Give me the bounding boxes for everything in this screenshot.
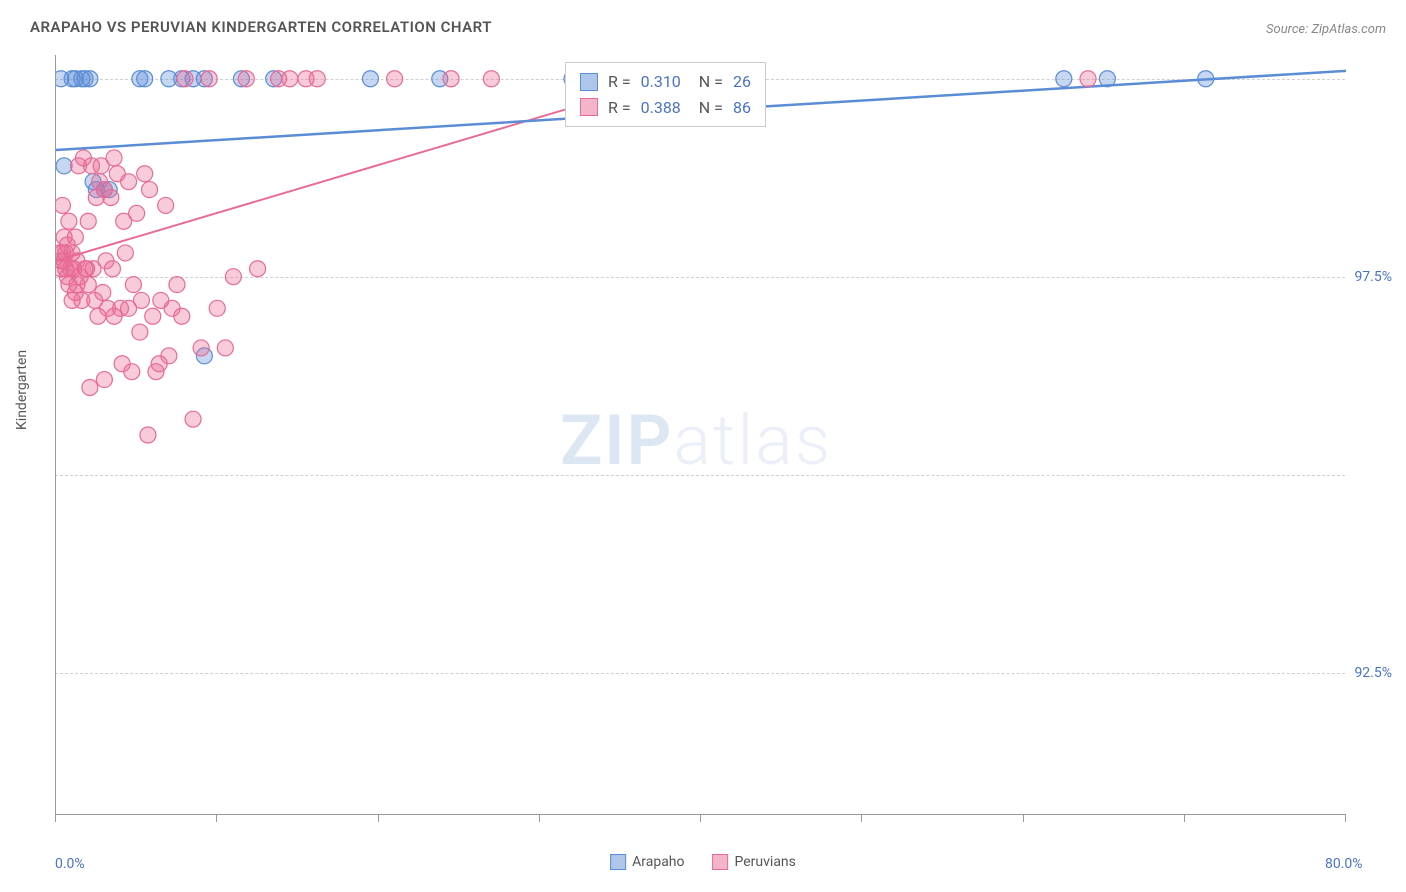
data-point bbox=[238, 71, 254, 87]
legend-swatch bbox=[713, 854, 729, 870]
data-point bbox=[483, 71, 499, 87]
data-point bbox=[67, 229, 83, 245]
n-label: N = bbox=[699, 69, 723, 95]
data-point bbox=[142, 182, 158, 198]
data-point bbox=[250, 261, 266, 277]
watermark-zip: ZIP bbox=[560, 400, 673, 482]
source-attribution: Source: ZipAtlas.com bbox=[1266, 22, 1386, 37]
r-value: 0.310 bbox=[641, 69, 681, 95]
x-tick bbox=[1184, 814, 1185, 822]
legend-bottom: Arapaho Peruvians bbox=[610, 854, 796, 870]
x-tick bbox=[539, 814, 540, 822]
data-point bbox=[61, 213, 77, 229]
data-point bbox=[1056, 71, 1072, 87]
n-label: N = bbox=[699, 95, 723, 121]
data-point bbox=[121, 174, 137, 190]
data-point bbox=[225, 269, 241, 285]
data-point bbox=[161, 348, 177, 364]
watermark: ZIPatlas bbox=[560, 400, 832, 482]
data-point bbox=[387, 71, 403, 87]
data-point bbox=[56, 197, 70, 213]
data-point bbox=[103, 190, 119, 206]
data-point bbox=[137, 71, 153, 87]
data-point bbox=[177, 71, 193, 87]
data-point bbox=[193, 340, 209, 356]
stats-box: R = 0.310 N = 26 R = 0.388 N = 86 bbox=[565, 62, 766, 127]
stats-swatch bbox=[580, 73, 598, 91]
data-point bbox=[137, 166, 153, 182]
data-point bbox=[140, 427, 156, 443]
x-tick bbox=[1023, 814, 1024, 822]
legend-label: Peruvians bbox=[735, 854, 796, 870]
legend-label: Arapaho bbox=[632, 854, 684, 870]
data-point bbox=[209, 300, 225, 316]
source-prefix: Source: bbox=[1266, 22, 1311, 37]
chart-title: ARAPAHO VS PERUVIAN KINDERGARTEN CORRELA… bbox=[30, 18, 492, 36]
n-value: 86 bbox=[733, 95, 751, 121]
data-point bbox=[80, 277, 96, 293]
x-tick bbox=[861, 814, 862, 822]
data-point bbox=[443, 71, 459, 87]
data-point bbox=[132, 324, 148, 340]
data-point bbox=[158, 197, 174, 213]
data-point bbox=[217, 340, 233, 356]
data-point bbox=[201, 71, 217, 87]
data-point bbox=[129, 205, 145, 221]
y-tick-label: 97.5% bbox=[1354, 269, 1392, 285]
data-point bbox=[117, 245, 133, 261]
legend-item: Peruvians bbox=[713, 854, 796, 870]
data-point bbox=[185, 411, 201, 427]
stats-row: R = 0.310 N = 26 bbox=[580, 69, 751, 95]
stats-row: R = 0.388 N = 86 bbox=[580, 95, 751, 121]
data-point bbox=[145, 308, 161, 324]
data-point bbox=[56, 158, 72, 174]
data-point bbox=[169, 277, 185, 293]
x-tick bbox=[700, 814, 701, 822]
data-point bbox=[1099, 71, 1115, 87]
data-point bbox=[1080, 71, 1096, 87]
x-tick bbox=[1345, 814, 1346, 822]
data-point bbox=[1198, 71, 1214, 87]
legend-swatch bbox=[610, 854, 626, 870]
data-point bbox=[106, 150, 122, 166]
watermark-atlas: atlas bbox=[673, 400, 832, 482]
data-point bbox=[174, 308, 190, 324]
r-value: 0.388 bbox=[641, 95, 681, 121]
data-point bbox=[133, 292, 149, 308]
data-point bbox=[95, 285, 111, 301]
stats-swatch bbox=[580, 98, 598, 116]
y-tick-label: 92.5% bbox=[1354, 665, 1392, 681]
data-point bbox=[282, 71, 298, 87]
legend-item: Arapaho bbox=[610, 854, 684, 870]
data-point bbox=[96, 372, 112, 388]
x-tick-label: 0.0% bbox=[55, 856, 85, 872]
data-point bbox=[104, 261, 120, 277]
source-name: ZipAtlas.com bbox=[1311, 22, 1386, 37]
r-label: R = bbox=[608, 69, 631, 95]
n-value: 26 bbox=[733, 69, 751, 95]
x-tick bbox=[216, 814, 217, 822]
x-tick-label: 80.0% bbox=[1325, 856, 1363, 872]
y-axis-label: Kindergarten bbox=[14, 350, 30, 430]
data-point bbox=[80, 213, 96, 229]
data-point bbox=[82, 380, 98, 396]
data-point bbox=[125, 277, 141, 293]
data-point bbox=[82, 71, 98, 87]
data-point bbox=[124, 364, 140, 380]
x-tick bbox=[378, 814, 379, 822]
r-label: R = bbox=[608, 95, 631, 121]
data-point bbox=[362, 71, 378, 87]
x-tick bbox=[55, 814, 56, 822]
data-point bbox=[309, 71, 325, 87]
